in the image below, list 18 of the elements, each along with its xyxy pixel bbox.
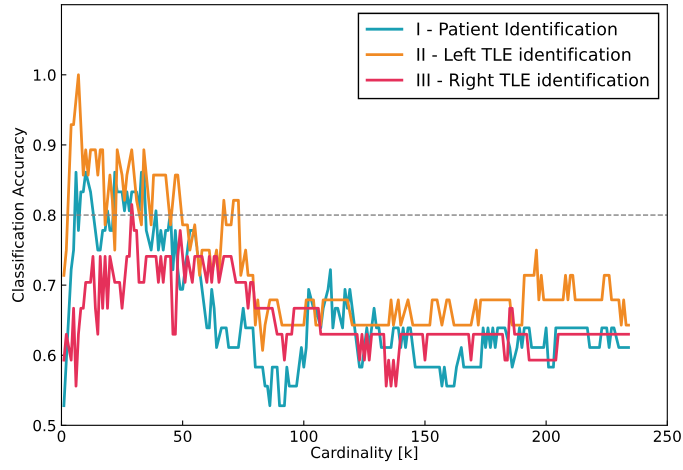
legend-label: III - Right TLE identification (417, 73, 648, 90)
y-tick-label: 0.9 (33, 139, 56, 151)
legend-label: I - Patient Identification (417, 22, 616, 36)
x-tick-label: 200 (532, 430, 560, 442)
y-tick-label: 0.5 (33, 420, 56, 432)
x-tick-label: 150 (412, 430, 439, 442)
x-tick-label: 100 (290, 430, 318, 442)
legend-label: II - Left TLE identification (417, 48, 630, 61)
y-tick-label: 1.0 (34, 69, 56, 81)
y-tick-label: 0.7 (33, 280, 56, 292)
y-axis-title: Classification Accuracy (12, 128, 27, 302)
x-tick-label: 250 (654, 430, 681, 442)
x-axis-title: Cardinality [k] (311, 446, 418, 462)
line-series (62, 203, 630, 388)
x-tick-label: 0 (58, 430, 66, 442)
x-tick-label: 50 (174, 430, 192, 442)
y-tick-label: 0.6 (33, 350, 56, 362)
y-tick-label: 0.8 (33, 209, 56, 222)
